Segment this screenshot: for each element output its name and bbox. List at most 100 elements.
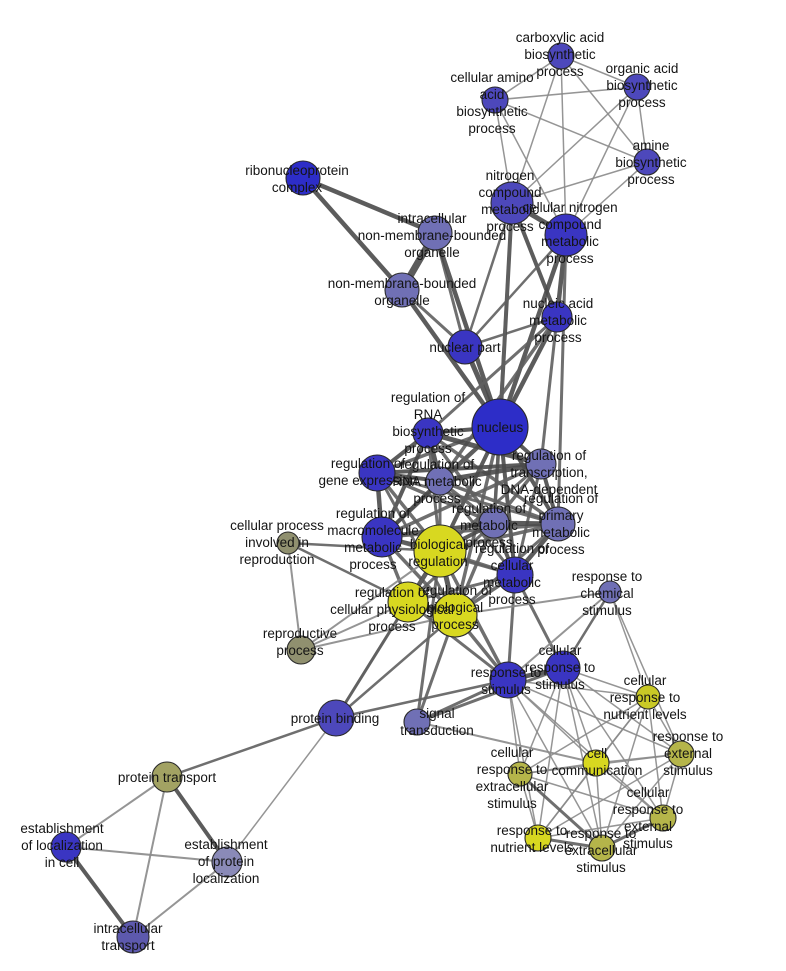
node-label-cab: carboxylic acid biosynthetic process — [516, 30, 605, 79]
nodes-layer: carboxylic acid biosynthetic process orga… — [50, 42, 695, 954]
edge-cpir-rcpp — [286, 541, 410, 604]
node-rexs[interactable]: response to extracellular stimulus — [588, 834, 616, 862]
edge-rge-rpmp — [375, 471, 560, 526]
node-label-nuc: nucleus — [477, 420, 524, 435]
node-crexts[interactable]: cellular response to external stimulus — [649, 804, 677, 832]
node-rcmp[interactable]: regulation of cellular metabolic process — [496, 556, 534, 594]
node-label-nmbo: non-membrane-bounded organelle — [328, 276, 477, 308]
node-elc[interactable]: establishment of localization in cell — [50, 831, 82, 863]
edge-pb-rcpp — [334, 600, 410, 720]
node-it[interactable]: intracellular transport — [116, 920, 150, 954]
node-rrmp[interactable]: regulation of RNA metabolic process — [425, 466, 455, 496]
edge-rp-br — [300, 550, 441, 651]
node-nmbo[interactable]: non-membrane-bounded organelle — [384, 272, 420, 308]
node-label-rmmp: regulation of macromolecule metabolic proce… — [327, 506, 419, 572]
node-rnl[interactable]: response to nutrient levels — [524, 824, 552, 852]
node-res[interactable]: response to external stimulus — [667, 740, 695, 768]
node-label-cpir: cellular process involved in reproduction — [230, 518, 324, 567]
node-label-pb: protein binding — [291, 711, 380, 726]
node-nuc[interactable]: nucleus — [471, 398, 529, 456]
node-label-oab: organic acid biosynthetic process — [606, 61, 679, 110]
edge-rs-rcs — [507, 591, 611, 681]
node-epl[interactable]: establishment of protein localization — [211, 846, 243, 878]
node-crexs[interactable]: cellular response to extracellular stimu… — [507, 761, 533, 787]
edge-caab-cncmp — [494, 99, 567, 236]
edge-cc-rnl — [537, 762, 597, 839]
node-label-rpmp: regulation of primary metabolic process — [524, 491, 599, 557]
node-cab[interactable]: carboxylic acid biosynthetic process — [547, 42, 575, 70]
edge-rcs-crnl — [609, 591, 649, 698]
node-rbp[interactable]: regulation of biological process — [432, 592, 478, 638]
node-crnl[interactable]: cellular response to nutrient levels — [635, 684, 661, 710]
node-rtdd[interactable]: regulation of transcription, DNA-depende… — [525, 448, 557, 480]
edge-pt-elc — [65, 776, 168, 848]
edge-pb-rs — [334, 678, 510, 720]
node-label-crexs: cellular response to extracellular stimulus — [476, 745, 549, 811]
node-label-rge: regulation of gene expression — [318, 456, 417, 488]
node-ncmp[interactable]: nitrogen compound metabolic process — [490, 181, 534, 225]
edge-rrbp-rpmp — [426, 431, 560, 526]
edge-rrmp-rcmp — [438, 479, 517, 577]
edge-crs-res — [562, 667, 682, 755]
edge-res-rexs — [601, 753, 682, 849]
node-label-st: signal transduction — [400, 706, 474, 738]
node-rrbp[interactable]: regulation of RNA biosynthetic process — [412, 417, 444, 449]
node-ab[interactable]: amine biosynthetic process — [633, 148, 661, 176]
node-inmbo[interactable]: intracellular non-membrane-bounded organ… — [417, 215, 453, 251]
node-label-rs: response to stimulus — [471, 665, 542, 697]
node-rcpp[interactable]: regulation of cellular physiological pro… — [387, 581, 429, 623]
node-pb[interactable]: protein binding — [317, 699, 355, 737]
node-rnp[interactable]: ribonucleoprotein complex — [285, 160, 321, 196]
node-rcs[interactable]: response to chemical stimulus — [598, 580, 622, 604]
node-label-crexts: cellular response to external stimulus — [613, 785, 684, 851]
edge-cab-cncmp — [560, 55, 567, 236]
edge-rge-rmp — [375, 471, 496, 525]
edge-rs-rexs — [507, 679, 603, 849]
node-rmp[interactable]: regulation of metabolic process — [478, 507, 510, 539]
labels-layer: carboxylic acid biosynthetic process organi… — [20, 30, 723, 953]
edge-rtdd-rmmp — [380, 462, 543, 539]
edge-ab-ncmp — [511, 161, 648, 204]
edge-caab-ab — [494, 99, 648, 163]
node-oab[interactable]: organic acid biosynthetic process — [623, 73, 651, 101]
node-cpir[interactable]: cellular process involved in reproductio… — [276, 531, 300, 555]
edge-oab-caab — [494, 86, 638, 101]
node-st[interactable]: signal transduction — [403, 708, 431, 736]
edge-cncmp-np — [463, 233, 568, 349]
edge-rs-res — [507, 679, 682, 755]
node-label-rcpp: regulation of cellular physiological proce… — [330, 585, 454, 634]
node-br[interactable]: biological regulation — [413, 524, 467, 578]
edge-rs-crnl — [507, 679, 649, 698]
node-label-res: response to external stimulus — [653, 729, 724, 778]
node-label-caab: cellular amino acid biosynthetic process — [450, 70, 533, 136]
edge-elc-epl — [65, 846, 228, 863]
node-label-rmp: regulation of metabolic process — [452, 501, 527, 550]
node-crs[interactable]: cellular response to stimulus — [545, 650, 581, 686]
node-np[interactable]: nuclear part — [447, 329, 483, 365]
node-namp[interactable]: nucleic acid metabolic process — [541, 301, 573, 333]
node-caab[interactable]: cellular amino acid biosynthetic process — [481, 86, 509, 114]
node-rpmp[interactable]: regulation of primary metabolic process — [540, 506, 576, 542]
node-pt[interactable]: protein transport — [151, 761, 183, 793]
edge-pt-pb — [165, 716, 338, 779]
edge-cncmp-nuc — [497, 232, 569, 430]
node-cncmp[interactable]: cellular nitrogen compound metabolic pro… — [544, 213, 588, 257]
node-label-np: nuclear part — [429, 340, 501, 355]
node-rmmp[interactable]: regulation of macromolecule metabolic pr… — [361, 516, 403, 558]
node-rs[interactable]: response to stimulus — [489, 661, 527, 699]
node-rp[interactable]: reproductive process — [286, 635, 316, 665]
edge-pt-it — [132, 776, 168, 938]
node-label-ncmp: nitrogen compound metabolic process — [478, 168, 541, 234]
edge-pt-epl — [165, 775, 229, 864]
node-label-cncmp: cellular nitrogen compound metabolic proces… — [522, 200, 617, 266]
node-cc[interactable]: cell communication — [582, 749, 610, 777]
edge-crs-rexs — [562, 667, 603, 849]
node-rge[interactable]: regulation of gene expression — [358, 454, 396, 492]
node-label-rp: reproductive process — [263, 626, 337, 658]
edge-cab-ab — [560, 55, 648, 163]
edge-ncmp-np — [463, 201, 514, 349]
node-label-pt: protein transport — [118, 770, 217, 785]
node-label-rrmp: regulation of RNA metabolic process — [392, 457, 482, 506]
node-label-cc: cell communication — [552, 746, 643, 778]
